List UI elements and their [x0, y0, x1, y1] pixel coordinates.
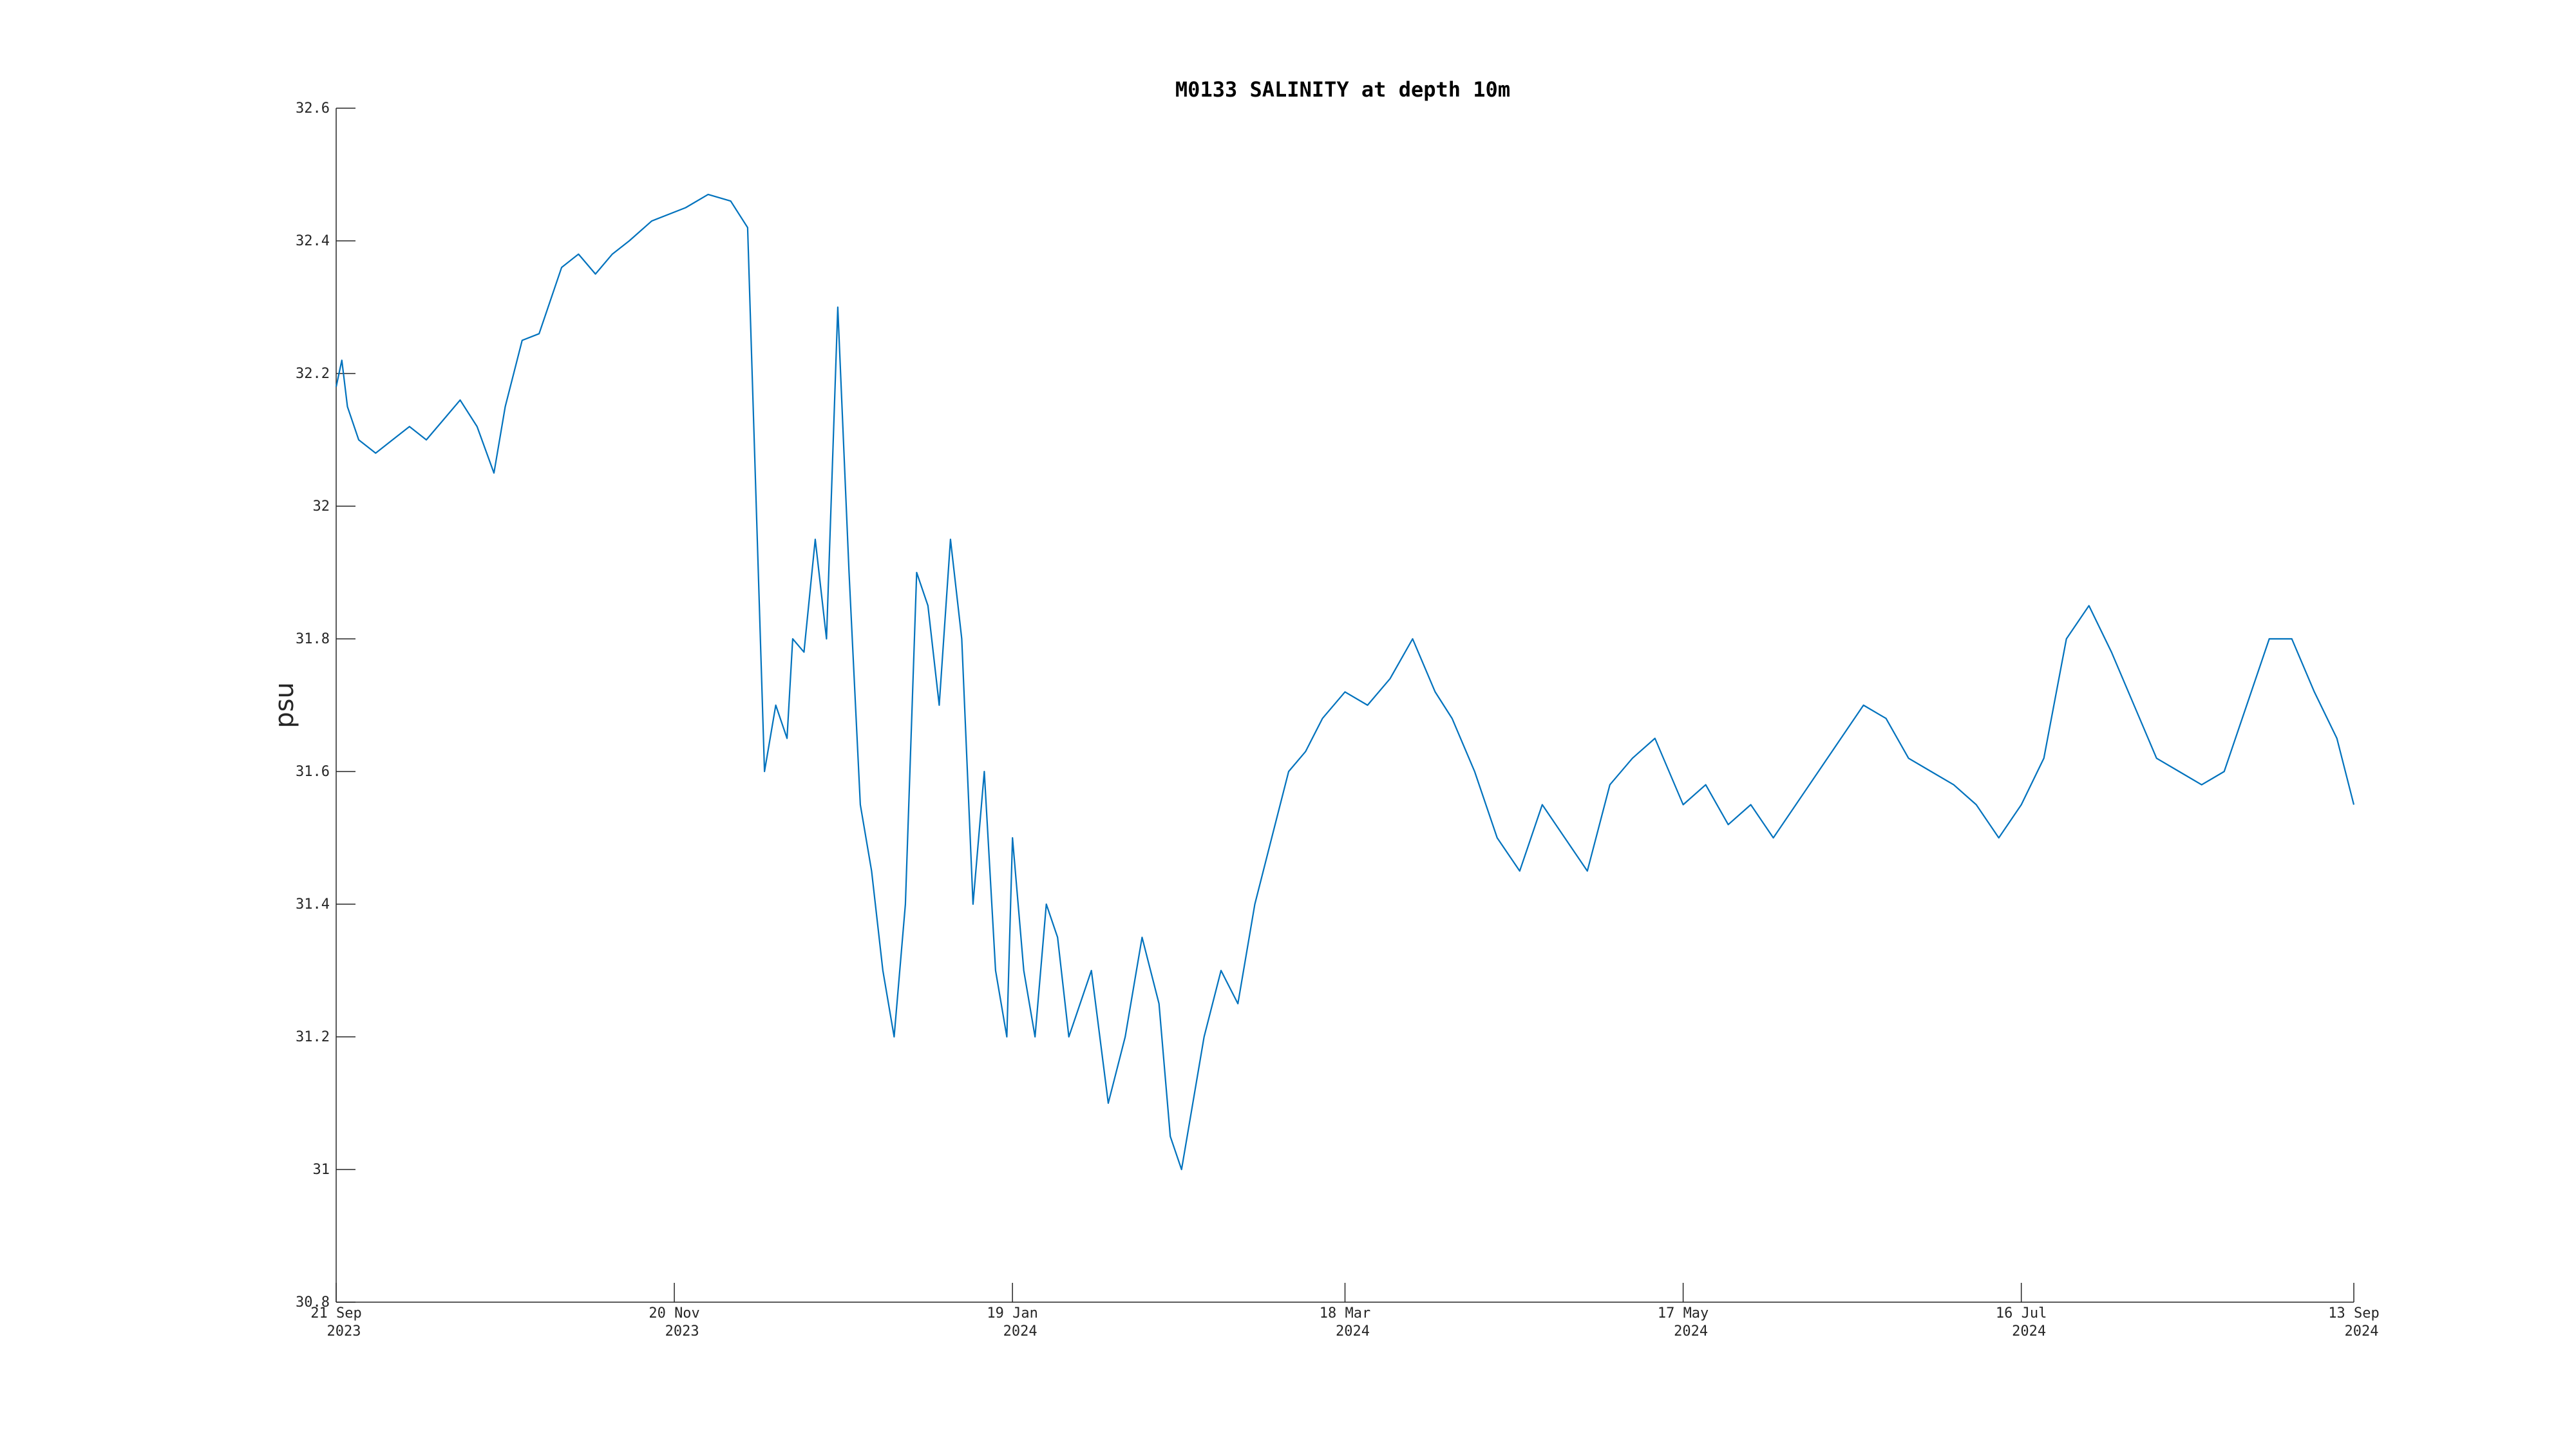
- x-tick-label: 16 Jul: [1996, 1305, 2047, 1321]
- x-tick-year-label: 2024: [2345, 1323, 2379, 1340]
- chart-title: M0133 SALINITY at depth 10m: [1175, 77, 1510, 102]
- y-axis-label: psu: [270, 682, 299, 728]
- x-tick-label: 20 Nov: [649, 1305, 699, 1321]
- y-tick-label: 32.6: [296, 100, 330, 117]
- salinity-series-line: [335, 193, 2355, 1171]
- x-tick-year-label: 2024: [1674, 1323, 1708, 1340]
- y-tick-label: 31: [313, 1162, 330, 1178]
- x-tick-label: 21 Sep: [310, 1305, 361, 1321]
- y-tick-label: 31.2: [296, 1029, 330, 1045]
- y-tick-label: 31.8: [296, 631, 330, 647]
- x-tick-year-label: 2024: [1003, 1323, 1037, 1340]
- x-tick-label: 18 Mar: [1320, 1305, 1370, 1321]
- y-tick-label: 32.4: [296, 233, 330, 249]
- x-tick-year-label: 2024: [1336, 1323, 1370, 1340]
- x-axis: 21 Sep 2023 20 Nov 2023 19 Jan 2024 18 Mar 2024…: [310, 1283, 2380, 1340]
- x-tick-label: 13 Sep: [2328, 1305, 2379, 1321]
- y-tick-label: 32.2: [296, 366, 330, 382]
- x-tick-label: 17 May: [1658, 1305, 1709, 1321]
- y-tick-label: 32: [313, 498, 330, 515]
- x-tick-year-label: 2024: [2012, 1323, 2046, 1340]
- y-axis: 30.8 31 31.2 31.4 31.6 31.8 32 32.2 32.4 32.6: [296, 100, 355, 1311]
- x-tick-year-label: 2023: [327, 1323, 361, 1340]
- x-tick-label: 19 Jan: [987, 1305, 1037, 1321]
- series-layer: [335, 193, 2355, 1171]
- y-tick-label: 30.8: [296, 1294, 330, 1311]
- x-tick-year-label: 2023: [665, 1323, 699, 1340]
- y-tick-label: 31.6: [296, 764, 330, 780]
- y-tick-label: 31.4: [296, 896, 330, 913]
